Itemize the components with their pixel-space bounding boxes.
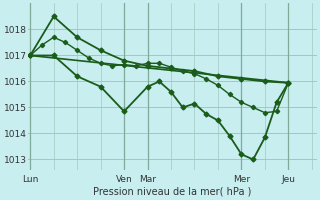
X-axis label: Pression niveau de la mer( hPa ): Pression niveau de la mer( hPa ): [93, 187, 252, 197]
